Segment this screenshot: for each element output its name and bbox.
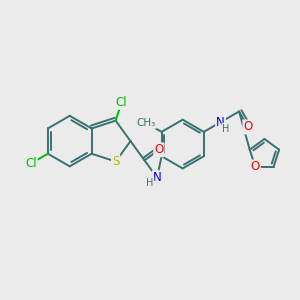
Text: O: O [251, 160, 260, 173]
Text: O: O [243, 121, 253, 134]
Text: CH₃: CH₃ [136, 118, 156, 128]
Text: Cl: Cl [25, 157, 37, 170]
Text: S: S [112, 155, 119, 168]
Text: N: N [216, 116, 225, 129]
Text: H: H [222, 124, 230, 134]
Text: N: N [153, 171, 161, 184]
Text: O: O [154, 143, 164, 156]
Text: Cl: Cl [116, 96, 127, 109]
Text: H: H [146, 178, 154, 188]
